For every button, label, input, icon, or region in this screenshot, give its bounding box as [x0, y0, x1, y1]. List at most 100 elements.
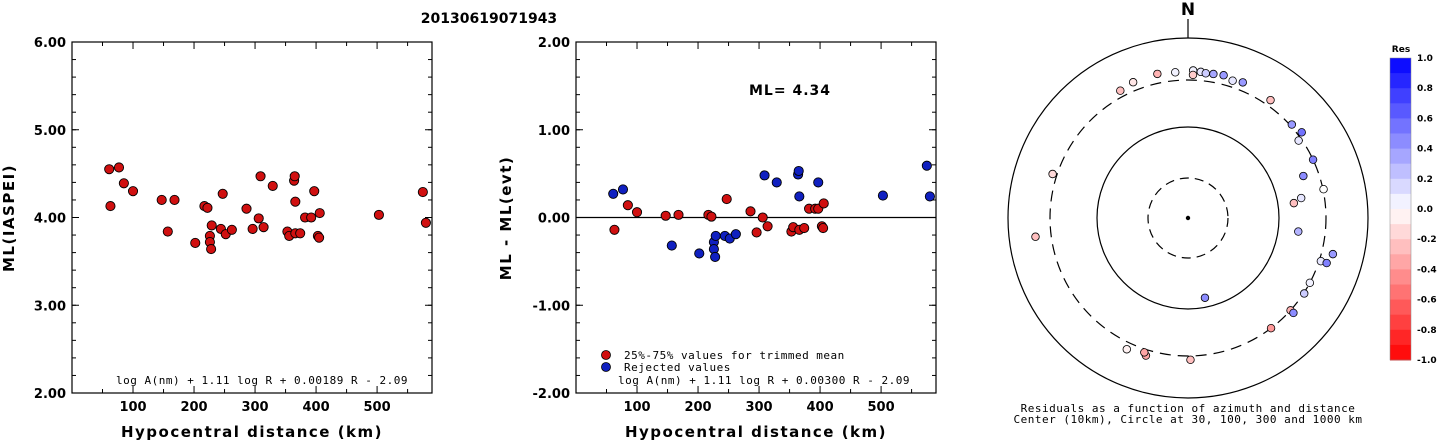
- legend-marker-rejected: [601, 362, 611, 372]
- data-point: [295, 228, 306, 239]
- colorbar-cell: [1390, 224, 1411, 240]
- data-point: [617, 184, 629, 195]
- data-point: [631, 207, 643, 218]
- panel-ml-iaspei-points: [104, 162, 431, 255]
- panel-ml-residual-ticks: 100 200 300 400 500 -2.00 -1.00 0.00 1.00 2.00: [533, 36, 936, 415]
- station-marker: [1296, 193, 1306, 203]
- station-marker: [1186, 355, 1195, 365]
- data-point: [660, 210, 671, 221]
- data-point: [745, 206, 756, 217]
- station-marker: [1209, 69, 1218, 79]
- colorbar-tick-label: -0.6: [1417, 296, 1437, 306]
- x-tick-label: 300: [241, 400, 268, 415]
- colorbar-tick-label: 0.4: [1417, 145, 1433, 155]
- colorbar-tick-label: 0.0: [1417, 205, 1433, 215]
- colorbar-tick-label: 0.8: [1417, 84, 1433, 94]
- colorbar-cell: [1390, 209, 1411, 225]
- colorbar-frame: [1389, 57, 1412, 361]
- station-marker: [1305, 278, 1315, 287]
- station-marker: [1238, 78, 1247, 87]
- y-tick-label: 5.00: [34, 124, 66, 139]
- station-marker: [1200, 293, 1210, 302]
- data-point: [608, 188, 619, 199]
- north-label: N: [1181, 0, 1195, 20]
- data-point: [799, 222, 810, 234]
- polar-caption-line1: Residuals as a function of azimuth and d…: [1021, 402, 1356, 415]
- y-tick-label: 6.00: [34, 36, 66, 51]
- panel-ml-residual-xlabel: Hypocentral distance (km): [625, 423, 887, 441]
- colorbar-cell: [1390, 344, 1411, 361]
- data-point: [241, 203, 252, 214]
- data-point: [267, 180, 278, 191]
- y-tick-label: 2.00: [538, 36, 570, 51]
- colorbar-cell: [1390, 178, 1411, 195]
- data-point: [694, 248, 705, 259]
- data-point: [113, 162, 125, 173]
- station-marker: [1140, 348, 1149, 357]
- data-point: [730, 229, 741, 240]
- colorbar-cell: [1390, 73, 1411, 89]
- data-point: [247, 223, 258, 234]
- x-tick-label: 100: [119, 400, 146, 415]
- data-point: [162, 226, 173, 237]
- x-tick-label: 100: [623, 400, 650, 415]
- station-marker: [1289, 198, 1299, 208]
- distance-ring: [1147, 177, 1229, 259]
- station-marker: [1219, 71, 1228, 80]
- data-point: [921, 160, 932, 171]
- data-point: [255, 171, 266, 182]
- colorbar-cell: [1390, 254, 1411, 270]
- colorbar-cell: [1390, 269, 1411, 285]
- y-tick-label: -1.00: [533, 299, 570, 314]
- data-point: [206, 220, 217, 231]
- station-marker: [1294, 136, 1303, 145]
- data-point: [373, 209, 384, 220]
- station-marker: [1201, 69, 1210, 78]
- station-marker: [1031, 232, 1040, 241]
- data-point: [206, 244, 217, 255]
- data-point: [710, 230, 721, 241]
- x-tick-label: 400: [302, 400, 329, 415]
- colorbar-title: Res: [1392, 45, 1410, 55]
- data-point: [290, 196, 301, 207]
- colorbar-cells: [1389, 57, 1412, 361]
- colorbar-cell: [1390, 193, 1411, 210]
- station-marker: [1128, 78, 1138, 87]
- panel-ml-iaspei-ticks: 100 200 300 400 500 2.00 3.00 4.00 5.00 6.00: [34, 36, 432, 415]
- colorbar-cell: [1390, 284, 1411, 301]
- data-point: [420, 217, 431, 228]
- station-marker: [1122, 345, 1131, 354]
- station-marker: [1287, 120, 1297, 129]
- colorbar-cell: [1390, 88, 1411, 104]
- colorbar-tick-label: -0.4: [1417, 265, 1437, 275]
- panel-ml-iaspei: 100 200 300 400 500 2.00 3.00 4.00 5.00 6.00 ML(I…: [0, 36, 433, 441]
- panel-ml-residual-points: [608, 160, 935, 263]
- colorbar-tick-label: 1.0: [1417, 54, 1433, 64]
- x-tick-label: 200: [180, 400, 207, 415]
- colorbar-cell: [1390, 148, 1411, 165]
- data-point: [762, 221, 773, 232]
- station-marker: [1328, 249, 1338, 259]
- data-point: [759, 170, 770, 181]
- panel-ml-residual: 100 200 300 400 500 -2.00 -1.00 0.00 1.00 2.00 ML…: [497, 36, 937, 441]
- station-marker: [1322, 258, 1331, 268]
- legend-label-trimmed: 25%-75% values for trimmed mean: [624, 349, 845, 362]
- data-point: [202, 202, 213, 213]
- data-point: [309, 186, 320, 197]
- data-point: [306, 212, 317, 223]
- data-point: [289, 171, 300, 182]
- data-point: [118, 178, 129, 189]
- station-marker: [1319, 184, 1328, 194]
- y-tick-label: 3.00: [34, 299, 66, 314]
- data-point: [169, 194, 180, 205]
- colorbar-cell: [1390, 239, 1411, 255]
- y-tick-label: 4.00: [34, 212, 66, 227]
- data-point: [877, 190, 888, 201]
- colorbar-cell: [1390, 314, 1411, 331]
- polar-rings: [1007, 37, 1369, 399]
- data-point: [793, 165, 804, 177]
- colorbar-cell: [1390, 329, 1411, 346]
- station-marker: [1266, 324, 1276, 333]
- ml-annotation: ML= 4.34: [749, 83, 831, 99]
- station-marker: [1299, 171, 1308, 181]
